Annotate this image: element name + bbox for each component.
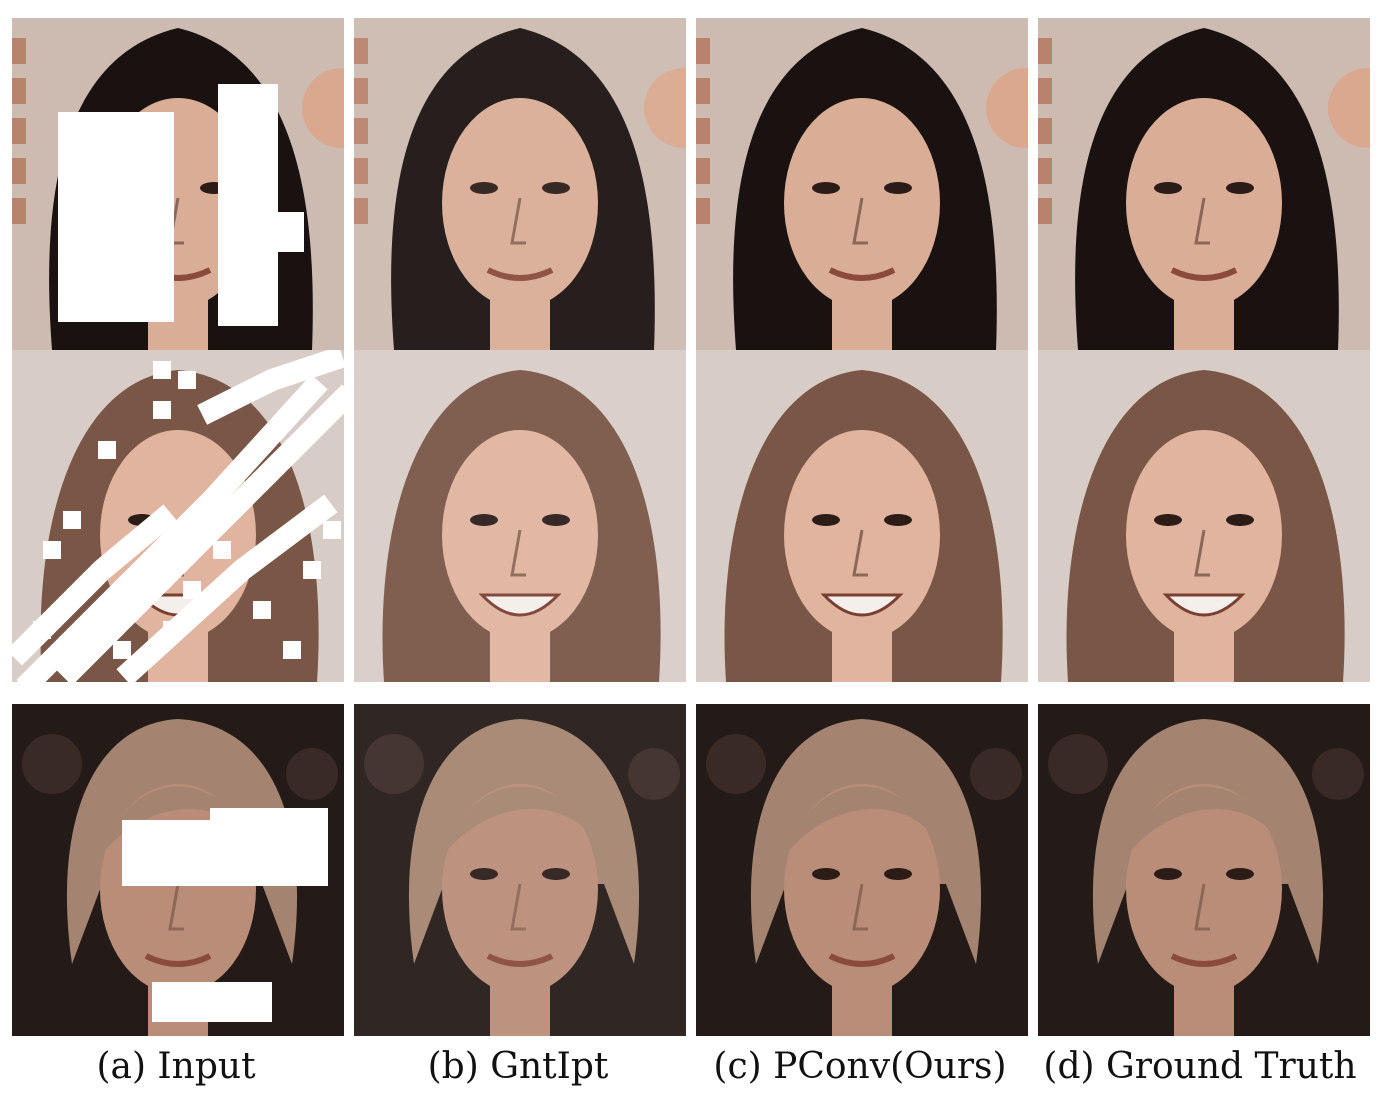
photo-gntipt-row3 (354, 704, 686, 1036)
caption-input: (a) Input (96, 1046, 256, 1087)
photo-pconv-row3 (696, 704, 1028, 1036)
photo-input-row3 (12, 704, 344, 1036)
photo-gntipt-row1 (354, 18, 686, 350)
photo-input-row2 (12, 350, 344, 682)
photo-pconv-row1 (696, 18, 1028, 350)
photo-gt-row2 (1038, 350, 1370, 682)
photo-gt-row3 (1038, 704, 1370, 1036)
photo-pconv-row2 (696, 350, 1028, 682)
photo-gntipt-row2 (354, 350, 686, 682)
caption-pconv: (c) PConv(Ours) (713, 1046, 1007, 1087)
photo-gt-row1 (1038, 18, 1370, 350)
caption-gntipt: (b) GntIpt (427, 1046, 609, 1087)
caption-ground-truth: (d) Ground Truth (1043, 1046, 1357, 1087)
photo-input-row1 (12, 18, 344, 350)
